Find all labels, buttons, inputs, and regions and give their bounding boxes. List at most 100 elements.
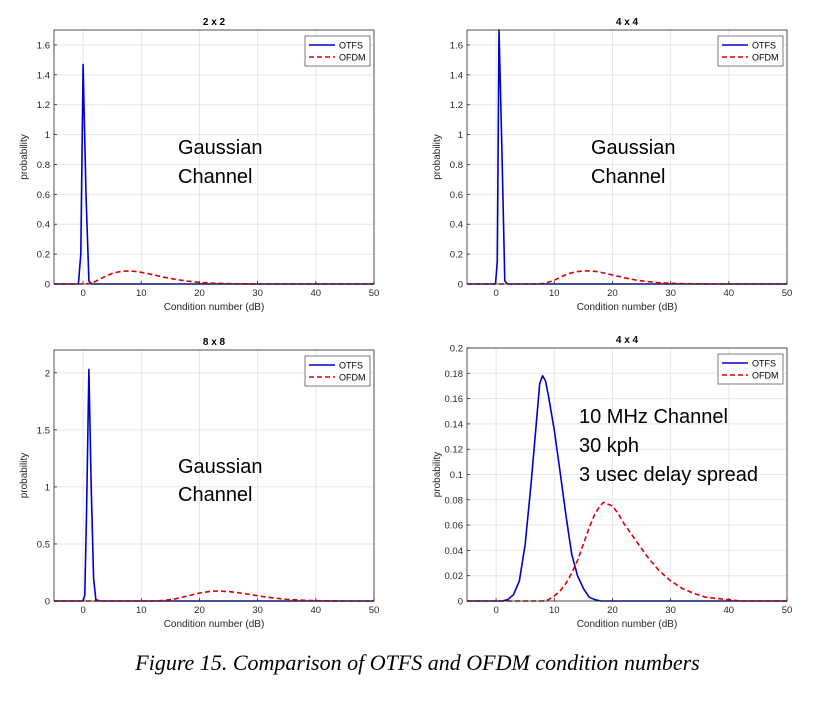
y-tick-label: 2 bbox=[45, 368, 50, 379]
x-tick-label: 20 bbox=[194, 605, 205, 616]
x-axis-label: Condition number (dB) bbox=[164, 619, 265, 630]
chart-annotation: 3 usec delay spread bbox=[579, 464, 758, 486]
y-tick-label: 0 bbox=[458, 597, 463, 608]
y-tick-label: 0.6 bbox=[37, 190, 50, 201]
y-tick-label: 1.4 bbox=[37, 70, 50, 81]
legend-label-otfs: OTFS bbox=[339, 41, 363, 51]
x-tick-label: 50 bbox=[782, 605, 793, 616]
x-tick-label: 10 bbox=[549, 605, 560, 616]
series-line-ofdm bbox=[54, 590, 374, 602]
y-tick-label: 0.04 bbox=[445, 546, 464, 557]
legend: OTFS OFDM bbox=[304, 35, 371, 67]
y-axis-label: probability bbox=[19, 134, 30, 180]
y-axis-label: probability bbox=[432, 452, 443, 498]
x-tick-label: 50 bbox=[369, 288, 380, 299]
x-tick-label: 40 bbox=[311, 288, 322, 299]
x-tick-label: 10 bbox=[136, 605, 147, 616]
figure-caption: Figure 15. Comparison of OTFS and OFDM c… bbox=[135, 650, 700, 675]
x-tick-label: 40 bbox=[724, 605, 735, 616]
y-tick-label: 0.12 bbox=[445, 445, 464, 456]
chart-title: 2 x 2 bbox=[203, 17, 226, 28]
y-tick-label: 0.4 bbox=[37, 220, 50, 231]
y-tick-label: 1 bbox=[45, 130, 50, 141]
y-tick-label: 0 bbox=[458, 280, 463, 291]
y-tick-label: 0 bbox=[45, 597, 50, 608]
y-tick-label: 0.08 bbox=[445, 495, 464, 506]
x-tick-label: 0 bbox=[80, 288, 85, 299]
x-tick-label: 10 bbox=[549, 288, 560, 299]
chart-title: 8 x 8 bbox=[203, 337, 226, 348]
x-tick-label: 30 bbox=[252, 605, 263, 616]
chart-annotation: Gaussian bbox=[178, 137, 263, 159]
x-tick-label: 20 bbox=[607, 605, 618, 616]
legend: OTFS OFDM bbox=[304, 355, 371, 387]
legend-label-ofdm: OFDM bbox=[339, 373, 366, 383]
plot-area bbox=[467, 30, 787, 284]
y-tick-label: 0.6 bbox=[450, 190, 463, 201]
legend-box bbox=[304, 35, 371, 67]
y-tick-label: 0.2 bbox=[37, 250, 50, 261]
legend-label-otfs: OTFS bbox=[752, 359, 776, 369]
y-tick-label: 1.2 bbox=[37, 100, 50, 111]
legend-label-ofdm: OFDM bbox=[339, 53, 366, 63]
legend-box bbox=[717, 35, 784, 67]
x-tick-label: 0 bbox=[493, 288, 498, 299]
chart-annotation: Channel bbox=[178, 484, 253, 506]
chart-annotation: Channel bbox=[591, 166, 666, 188]
x-tick-label: 20 bbox=[607, 288, 618, 299]
legend: OTFS OFDM bbox=[717, 353, 784, 385]
y-tick-label: 1.6 bbox=[450, 40, 463, 51]
y-tick-label: 0.8 bbox=[37, 160, 50, 171]
chart-annotation: Gaussian bbox=[178, 456, 263, 478]
x-tick-label: 40 bbox=[311, 605, 322, 616]
x-tick-label: 10 bbox=[136, 288, 147, 299]
legend-label-ofdm: OFDM bbox=[752, 371, 779, 381]
axes-box bbox=[53, 29, 375, 285]
legend-label-otfs: OTFS bbox=[752, 41, 776, 51]
x-tick-label: 50 bbox=[369, 605, 380, 616]
chart-annotation: Channel bbox=[178, 166, 253, 188]
y-tick-label: 0.14 bbox=[445, 419, 464, 430]
x-tick-label: 40 bbox=[724, 288, 735, 299]
x-tick-label: 50 bbox=[782, 288, 793, 299]
x-tick-label: 30 bbox=[252, 288, 263, 299]
plot-area bbox=[54, 350, 374, 601]
x-tick-label: 30 bbox=[665, 288, 676, 299]
x-axis-label: Condition number (dB) bbox=[164, 302, 265, 313]
chart-annotation: 30 kph bbox=[579, 435, 639, 457]
chart-annotation: 10 MHz Channel bbox=[579, 406, 728, 428]
y-axis-label: probability bbox=[19, 453, 30, 499]
y-axis-label: probability bbox=[432, 134, 443, 180]
chart-panel-1: 0 10 20 30 40 50 0 0.2 0.4 0.6 0.8 1 1.2 1.4 1.6 2 x 2 C… bbox=[19, 17, 379, 313]
y-tick-label: 0.2 bbox=[450, 344, 463, 355]
x-tick-label: 0 bbox=[493, 605, 498, 616]
y-tick-label: 0.5 bbox=[37, 539, 50, 550]
y-tick-label: 1.6 bbox=[37, 40, 50, 51]
series-line-ofdm bbox=[54, 270, 374, 285]
y-tick-label: 0.16 bbox=[445, 394, 464, 405]
legend-box bbox=[717, 353, 784, 385]
series-line-otfs bbox=[467, 375, 787, 602]
axes-box bbox=[53, 349, 375, 602]
y-tick-label: 0.8 bbox=[450, 160, 463, 171]
y-tick-label: 0.18 bbox=[445, 369, 464, 380]
y-tick-label: 0.4 bbox=[450, 220, 463, 231]
series-line-ofdm bbox=[467, 501, 787, 602]
axes-box bbox=[466, 29, 788, 285]
legend: OTFS OFDM bbox=[717, 35, 784, 67]
legend-label-otfs: OTFS bbox=[339, 361, 363, 371]
x-tick-label: 30 bbox=[665, 605, 676, 616]
series-line-ofdm bbox=[467, 270, 787, 285]
y-tick-label: 0.02 bbox=[445, 571, 464, 582]
legend-box bbox=[304, 355, 371, 387]
y-tick-label: 1.5 bbox=[37, 425, 50, 436]
y-tick-label: 0.2 bbox=[450, 250, 463, 261]
x-tick-label: 0 bbox=[80, 605, 85, 616]
series-line-otfs bbox=[54, 63, 374, 285]
y-tick-label: 1 bbox=[458, 130, 463, 141]
x-axis-label: Condition number (dB) bbox=[577, 302, 678, 313]
x-tick-label: 20 bbox=[194, 288, 205, 299]
chart-panel-2: 0 10 20 30 40 50 0 0.2 0.4 0.6 0.8 1 1.2 1.4 1.6 4 x 4 C… bbox=[432, 17, 792, 313]
legend-label-ofdm: OFDM bbox=[752, 53, 779, 63]
